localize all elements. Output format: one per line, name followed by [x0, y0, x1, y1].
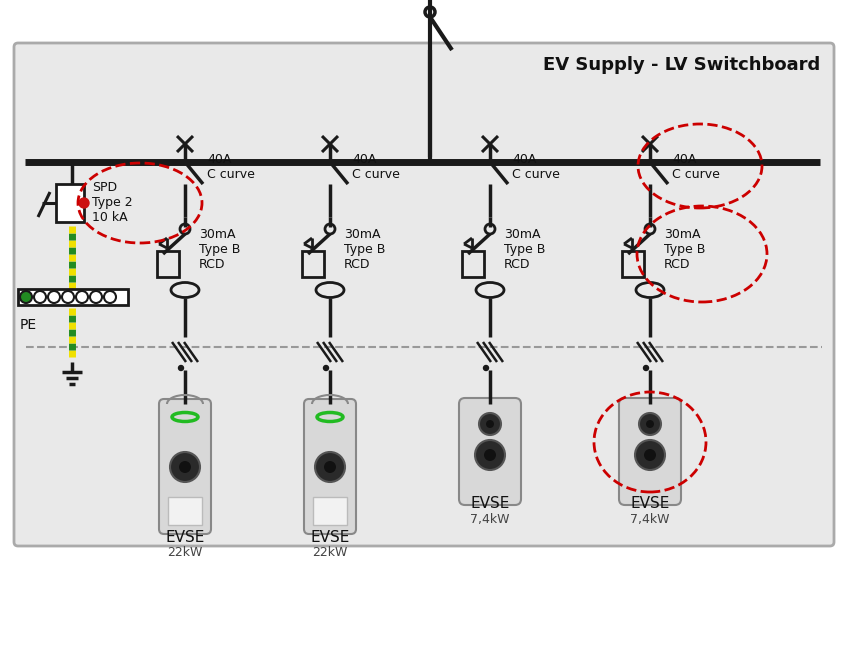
Text: 22kW: 22kW — [312, 546, 348, 559]
Text: 22kW: 22kW — [167, 546, 203, 559]
Text: 30mA
Type B
RCD: 30mA Type B RCD — [199, 228, 240, 271]
Circle shape — [483, 366, 488, 370]
FancyBboxPatch shape — [14, 43, 833, 546]
Circle shape — [483, 449, 495, 461]
Circle shape — [323, 366, 328, 370]
Text: 40A
C curve: 40A C curve — [352, 153, 400, 181]
Circle shape — [79, 198, 89, 208]
Bar — [168, 497, 202, 525]
Circle shape — [324, 461, 336, 473]
Text: EVSE: EVSE — [469, 497, 509, 512]
FancyBboxPatch shape — [303, 399, 355, 534]
Circle shape — [314, 452, 344, 482]
FancyBboxPatch shape — [158, 399, 210, 534]
Text: SPD
Type 2
10 kA: SPD Type 2 10 kA — [92, 181, 132, 224]
Circle shape — [638, 413, 660, 435]
Text: EV Supply - LV Switchboard: EV Supply - LV Switchboard — [542, 56, 819, 74]
Bar — [18, 289, 128, 305]
Text: 30mA
Type B
RCD: 30mA Type B RCD — [343, 228, 385, 271]
Text: 7,4kW: 7,4kW — [630, 512, 669, 526]
Bar — [621, 251, 643, 277]
Text: 7,4kW: 7,4kW — [469, 512, 509, 526]
Circle shape — [643, 449, 655, 461]
Circle shape — [486, 420, 493, 428]
Circle shape — [634, 440, 665, 470]
Circle shape — [170, 452, 199, 482]
Bar — [313, 497, 347, 525]
Bar — [462, 251, 483, 277]
Text: EVSE: EVSE — [310, 529, 349, 544]
Circle shape — [20, 291, 32, 303]
Circle shape — [179, 461, 191, 473]
Bar — [56, 184, 83, 222]
Text: 40A
C curve: 40A C curve — [511, 153, 559, 181]
Circle shape — [642, 366, 648, 370]
Text: 30mA
Type B
RCD: 30mA Type B RCD — [504, 228, 544, 271]
Bar — [302, 251, 324, 277]
Text: 30mA
Type B
RCD: 30mA Type B RCD — [663, 228, 705, 271]
Circle shape — [645, 420, 653, 428]
Circle shape — [475, 440, 504, 470]
Text: PE: PE — [20, 318, 37, 332]
Text: 40A
C curve: 40A C curve — [207, 153, 255, 181]
Circle shape — [479, 413, 500, 435]
Text: 40A
C curve: 40A C curve — [671, 153, 719, 181]
FancyBboxPatch shape — [458, 398, 521, 505]
Text: EVSE: EVSE — [630, 497, 669, 512]
Text: EVSE: EVSE — [165, 529, 204, 544]
Circle shape — [178, 366, 183, 370]
Bar — [157, 251, 179, 277]
FancyBboxPatch shape — [619, 398, 680, 505]
